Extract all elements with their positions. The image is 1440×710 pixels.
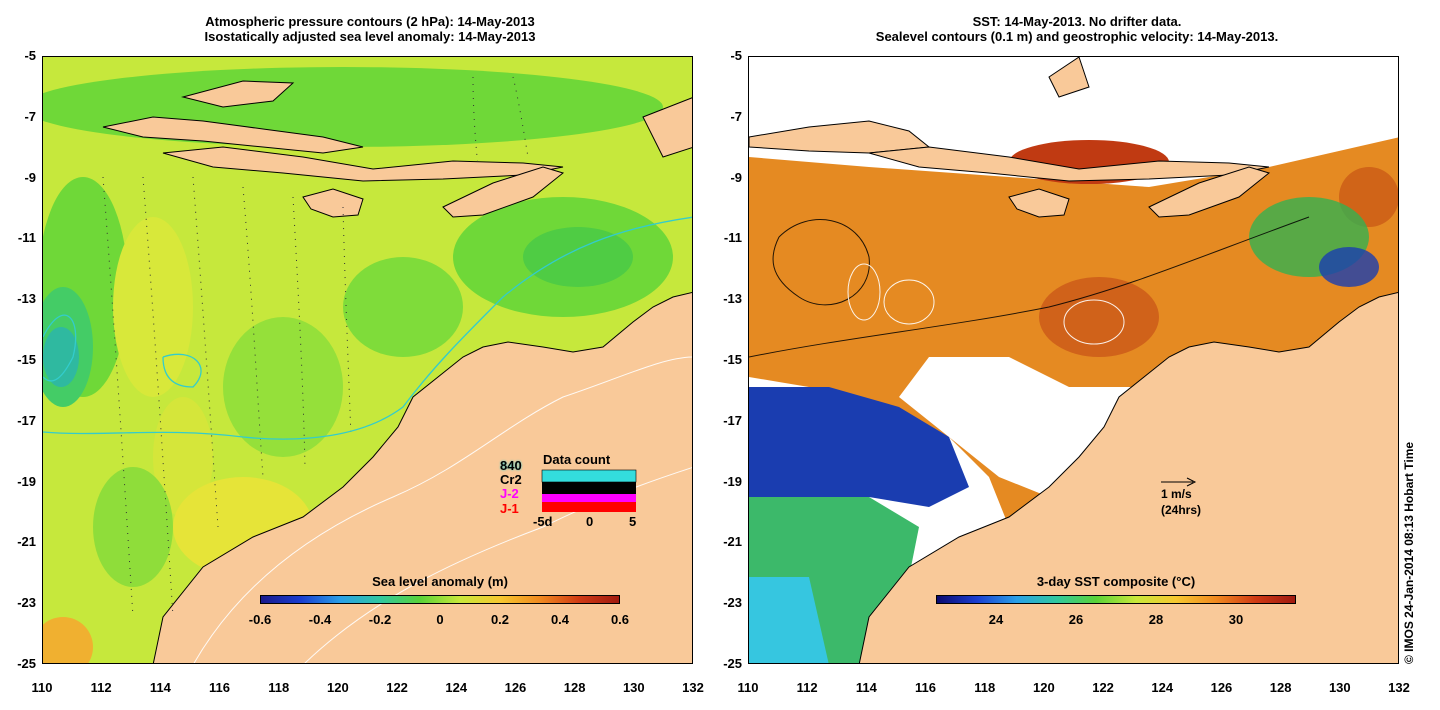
right-title-line2: Sealevel contours (0.1 m) and geostrophi… bbox=[875, 29, 1279, 44]
left-colorbar bbox=[260, 595, 620, 604]
sst-map[interactable]: 1 m/s (24hrs) bbox=[748, 56, 1399, 664]
left-y-tick: -15 bbox=[17, 352, 36, 367]
left-x-tick: 124 bbox=[445, 680, 468, 695]
left-colorbar-title: Sea level anomaly (m) bbox=[372, 574, 508, 589]
left-colorbar-tick: -0.4 bbox=[308, 612, 332, 627]
right-y-tick: -15 bbox=[723, 352, 742, 367]
left-colorbar-tick: -0.2 bbox=[368, 612, 392, 627]
right-x-tick: 132 bbox=[1388, 680, 1410, 695]
left-x-tick: 126 bbox=[504, 680, 527, 695]
left-title-line2: Isostatically adjusted sea level anomaly… bbox=[204, 29, 536, 44]
left-y-tick: -5 bbox=[24, 48, 36, 63]
right-colorbar-tick: 30 bbox=[1228, 612, 1244, 627]
right-x-tick: 110 bbox=[737, 680, 759, 695]
left-colorbar-tick: 0 bbox=[436, 612, 444, 627]
right-colorbar bbox=[936, 595, 1296, 604]
right-colorbar-tick: 26 bbox=[1068, 612, 1084, 627]
right-x-tick: 120 bbox=[1033, 680, 1055, 695]
left-y-tick: -13 bbox=[17, 291, 36, 307]
right-y-tick: -25 bbox=[723, 656, 742, 671]
right-title-line1: SST: 14-May-2013. No drifter data. bbox=[972, 14, 1182, 29]
left-colorbar-tick: 0.4 bbox=[550, 612, 570, 627]
data-count-title: Data count bbox=[543, 452, 611, 467]
right-x-tick: 124 bbox=[1151, 680, 1174, 695]
legend-sat-840: 840 bbox=[500, 458, 522, 473]
left-colorbar-tick: -0.6 bbox=[248, 612, 272, 627]
right-y-tick: -9 bbox=[730, 169, 742, 185]
left-x-tick: 116 bbox=[209, 680, 231, 695]
left-y-tick: -11 bbox=[17, 230, 36, 246]
right-colorbar-tick: 24 bbox=[988, 612, 1004, 627]
left-title-line1: Atmospheric pressure contours (2 hPa): 1… bbox=[205, 14, 535, 29]
left-x-tick: 122 bbox=[386, 680, 408, 695]
right-colorbar-tick: 28 bbox=[1148, 612, 1164, 627]
legend-sat-j1: J-1 bbox=[500, 501, 519, 516]
sea-level-anomaly-map[interactable] bbox=[42, 56, 693, 664]
legend-sat-j2: J-2 bbox=[500, 486, 519, 501]
left-y-tick: -7 bbox=[24, 108, 36, 124]
velocity-scale-label: 1 m/s bbox=[1161, 487, 1192, 501]
right-y-tick: -19 bbox=[723, 473, 742, 489]
left-title: Atmospheric pressure contours (2 hPa): 1… bbox=[160, 14, 580, 44]
left-x-tick: 112 bbox=[90, 680, 112, 695]
right-x-tick: 122 bbox=[1092, 680, 1114, 695]
left-y-tick: -21 bbox=[17, 534, 36, 550]
left-x-tick: 128 bbox=[563, 680, 586, 695]
right-x-tick: 118 bbox=[974, 680, 996, 695]
left-x-tick: 132 bbox=[682, 680, 704, 695]
right-y-tick: -23 bbox=[723, 595, 742, 611]
right-x-tick: 114 bbox=[855, 680, 877, 695]
data-count-tick-end: 5 bbox=[629, 514, 637, 529]
right-colorbar-title: 3-day SST composite (°C) bbox=[1036, 574, 1196, 589]
right-y-tick: -11 bbox=[723, 230, 742, 246]
left-colorbar-tick: 0.6 bbox=[610, 612, 630, 627]
velocity-scale-arrow-icon bbox=[1161, 477, 1197, 487]
left-x-tick: 118 bbox=[268, 680, 290, 695]
velocity-scale-sublabel: (24hrs) bbox=[1161, 503, 1202, 517]
right-title: SST: 14-May-2013. No drifter data. Seale… bbox=[842, 14, 1312, 44]
left-y-tick: -9 bbox=[24, 169, 36, 185]
data-count-histogram bbox=[541, 469, 637, 512]
legend-sat-cr2: Cr2 bbox=[500, 472, 522, 487]
copyright-text: © IMOS 24-Jan-2014 08:13 Hobart Time bbox=[1402, 441, 1416, 664]
left-y-tick: -25 bbox=[17, 656, 36, 671]
data-count-tick-mid: 0 bbox=[586, 514, 594, 529]
data-count-tick-start: -5d bbox=[533, 514, 553, 529]
right-x-tick: 130 bbox=[1328, 680, 1351, 695]
left-x-tick: 120 bbox=[327, 680, 349, 695]
left-y-tick: -17 bbox=[17, 412, 36, 428]
right-y-tick: -21 bbox=[723, 534, 742, 550]
sst-field bbox=[749, 57, 1398, 663]
right-y-tick: -13 bbox=[723, 291, 742, 307]
right-y-tick: -5 bbox=[730, 48, 742, 63]
left-y-tick: -19 bbox=[17, 473, 36, 489]
left-x-tick: 130 bbox=[622, 680, 645, 695]
sea-level-anomaly-field bbox=[43, 57, 692, 663]
right-x-tick: 128 bbox=[1269, 680, 1292, 695]
left-x-tick: 110 bbox=[31, 680, 53, 695]
right-x-tick: 126 bbox=[1210, 680, 1233, 695]
right-y-tick: -7 bbox=[730, 108, 742, 124]
right-y-tick: -17 bbox=[723, 412, 742, 428]
right-x-tick: 116 bbox=[915, 680, 937, 695]
left-x-tick: 114 bbox=[149, 680, 171, 695]
right-x-tick: 112 bbox=[796, 680, 818, 695]
left-y-tick: -23 bbox=[17, 595, 36, 611]
left-colorbar-tick: 0.2 bbox=[490, 612, 510, 627]
